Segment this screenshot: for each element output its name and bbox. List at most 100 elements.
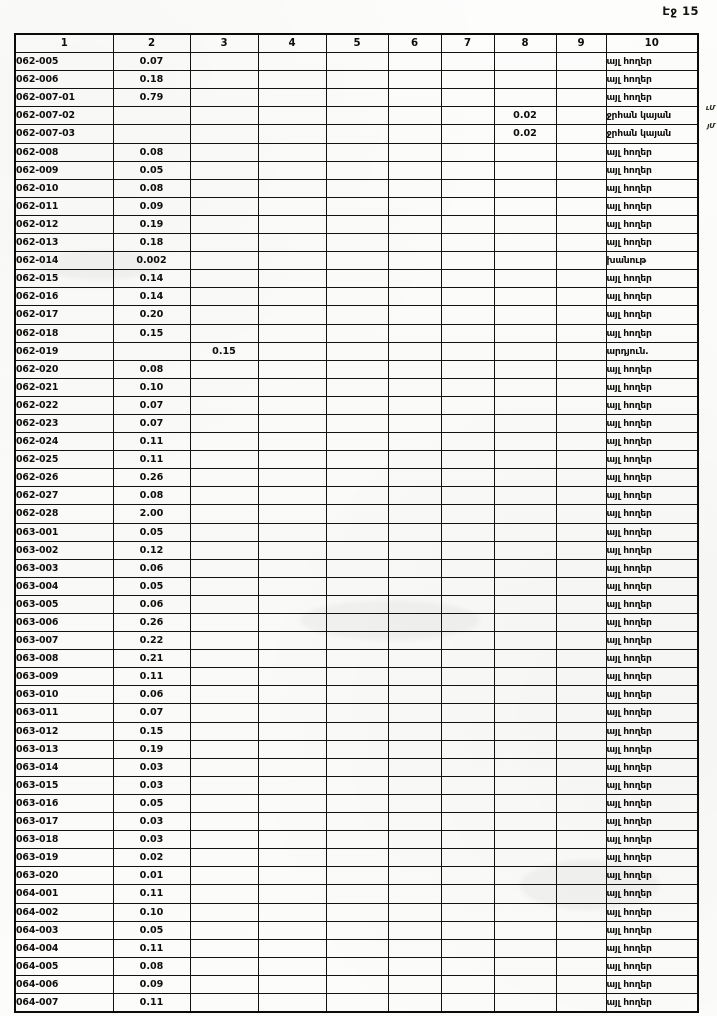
area-cell-col3 — [189, 739, 259, 759]
area-cell-col9 — [555, 106, 607, 126]
area-cell-col6 — [387, 576, 442, 596]
area-cell-col9 — [555, 938, 607, 958]
area-cell-col2: 0.05 — [112, 576, 191, 596]
area-cell-col9 — [555, 685, 607, 705]
area-cell-col9 — [555, 830, 607, 850]
area-cell-col7 — [440, 649, 495, 669]
area-cell-col5 — [325, 468, 389, 488]
table-row: 063-013 0.19 այլ հողեր — [14, 739, 699, 759]
area-cell-col7 — [440, 992, 495, 1013]
area-cell-col7 — [440, 848, 495, 868]
area-cell-col7 — [440, 631, 495, 651]
parcel-code-cell: 063-007 — [14, 631, 114, 651]
area-cell-col2: 0.18 — [112, 70, 191, 90]
column-header-6: 6 — [387, 33, 442, 54]
land-use-cell: այլ հողեր — [605, 377, 699, 397]
land-registry-table: 1 2 3 4 5 6 7 8 9 10 062-005 0.07 այլ հողե… — [14, 33, 699, 1014]
area-cell-col6 — [387, 341, 442, 361]
land-use-cell: այլ հողեր — [605, 793, 699, 814]
area-cell-col2: 0.03 — [112, 775, 191, 795]
area-cell-col9 — [555, 612, 607, 633]
area-cell-col5 — [325, 938, 389, 958]
parcel-code-cell: 062-015 — [14, 269, 114, 289]
table-row: 063-020 0.01 այլ հողեր — [14, 866, 699, 886]
parcel-code-cell: 062-020 — [14, 359, 114, 379]
land-use-cell: ջրհան կայան — [605, 124, 699, 144]
area-cell-col8 — [493, 395, 557, 415]
area-cell-col2: 0.002 — [112, 251, 191, 271]
area-cell-col8 — [493, 920, 557, 940]
area-cell-col7 — [440, 413, 495, 434]
area-cell-col6 — [387, 974, 442, 994]
parcel-code-cell: 062-009 — [14, 160, 114, 180]
margin-note-1: ւՄ — [705, 104, 716, 112]
land-use-cell: այլ հողեր — [605, 233, 699, 253]
table-row: 062-012 0.19 այլ հողեր — [14, 214, 699, 235]
table-row: 062-023 0.07 այլ հողեր — [14, 413, 699, 434]
area-cell-col9 — [555, 703, 607, 723]
area-cell-col6 — [387, 450, 442, 470]
area-cell-col6 — [387, 540, 442, 560]
area-cell-col3 — [189, 902, 259, 922]
area-cell-col6 — [387, 160, 442, 180]
land-use-cell: այլ հողեր — [605, 468, 699, 488]
area-cell-col4 — [257, 830, 327, 850]
area-cell-col7 — [440, 233, 495, 253]
area-cell-col4 — [257, 160, 327, 180]
area-cell-col8: 0.02 — [493, 106, 557, 126]
area-cell-col9 — [555, 160, 607, 180]
area-cell-col8 — [493, 323, 557, 343]
area-cell-col9 — [555, 866, 607, 886]
area-cell-col5 — [325, 413, 389, 434]
area-cell-col6 — [387, 413, 442, 434]
area-cell-col2: 0.05 — [112, 160, 191, 180]
parcel-code-cell: 063-020 — [14, 866, 114, 886]
parcel-code-cell: 063-004 — [14, 576, 114, 596]
area-cell-col2: 0.05 — [112, 920, 191, 940]
area-cell-col6 — [387, 703, 442, 723]
area-cell-col2: 0.22 — [112, 631, 191, 651]
parcel-code-cell: 062-023 — [14, 413, 114, 434]
land-use-cell: այլ հողեր — [605, 522, 699, 542]
area-cell-col4 — [257, 884, 327, 904]
area-cell-col5 — [325, 251, 389, 271]
column-header-5: 5 — [325, 33, 389, 54]
area-cell-col7 — [440, 757, 495, 777]
area-cell-col3 — [189, 703, 259, 723]
table-row: 063-018 0.03 այլ հողեր — [14, 830, 699, 850]
area-cell-col5 — [325, 757, 389, 777]
table-row: 062-007-03 0.02 ջրհան կայան — [14, 124, 699, 144]
land-use-cell: այլ հողեր — [605, 631, 699, 651]
land-use-cell: այլ հողեր — [605, 432, 699, 452]
land-use-cell: այլ հողեր — [605, 287, 699, 307]
area-cell-col2: 0.10 — [112, 377, 191, 397]
area-cell-col3 — [189, 649, 259, 669]
area-cell-col5 — [325, 341, 389, 361]
area-cell-col6 — [387, 812, 442, 832]
area-cell-col5 — [325, 793, 389, 814]
area-cell-col5 — [325, 486, 389, 506]
area-cell-col8 — [493, 486, 557, 506]
area-cell-col4 — [257, 341, 327, 361]
area-cell-col7 — [440, 612, 495, 633]
area-cell-col7 — [440, 504, 495, 524]
area-cell-col7 — [440, 196, 495, 216]
parcel-code-cell: 062-024 — [14, 432, 114, 452]
area-cell-col8 — [493, 612, 557, 633]
area-cell-col5 — [325, 812, 389, 832]
area-cell-col9 — [555, 667, 607, 687]
area-cell-col3 — [189, 70, 259, 90]
area-cell-col7 — [440, 486, 495, 506]
area-cell-col2: 0.11 — [112, 884, 191, 904]
area-cell-col9 — [555, 323, 607, 343]
area-cell-col2: 0.11 — [112, 992, 191, 1013]
table-row: 064-002 0.10 այլ հողեր — [14, 902, 699, 922]
area-cell-col8 — [493, 540, 557, 560]
table-row: 062-025 0.11 այլ հողեր — [14, 450, 699, 470]
parcel-code-cell: 062-026 — [14, 468, 114, 488]
area-cell-col9 — [555, 142, 607, 162]
area-cell-col8 — [493, 196, 557, 216]
area-cell-col3 — [189, 866, 259, 886]
area-cell-col2: 0.06 — [112, 685, 191, 705]
area-cell-col5 — [325, 649, 389, 669]
